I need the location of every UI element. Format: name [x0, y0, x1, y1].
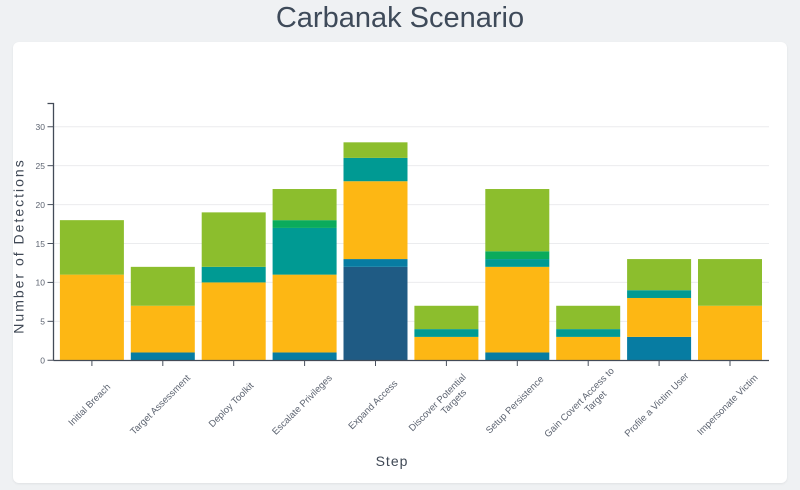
svg-text:Target Assessment: Target Assessment: [128, 373, 193, 438]
svg-text:Deploy Toolkit: Deploy Toolkit: [207, 380, 257, 430]
svg-text:25: 25: [36, 161, 46, 171]
svg-text:Initial Breach: Initial Breach: [66, 382, 113, 429]
svg-text:15: 15: [36, 239, 46, 249]
svg-text:30: 30: [36, 122, 46, 132]
svg-text:Escalate Privileges: Escalate Privileges: [270, 373, 335, 438]
svg-text:Impersonate Victim: Impersonate Victim: [695, 373, 760, 438]
svg-text:Expand Access: Expand Access: [346, 378, 400, 432]
svg-text:5: 5: [40, 317, 45, 327]
svg-text:Setup Persistence: Setup Persistence: [484, 374, 546, 436]
svg-text:10: 10: [36, 278, 46, 288]
svg-text:0: 0: [40, 356, 45, 366]
svg-text:Step: Step: [376, 453, 409, 469]
svg-text:Profile a Victim User: Profile a Victim User: [623, 371, 692, 440]
svg-text:20: 20: [36, 200, 46, 210]
svg-text:Gain Covert Access to: Gain Covert Access to: [542, 366, 616, 440]
svg-text:Number of Detections: Number of Detections: [11, 158, 27, 333]
